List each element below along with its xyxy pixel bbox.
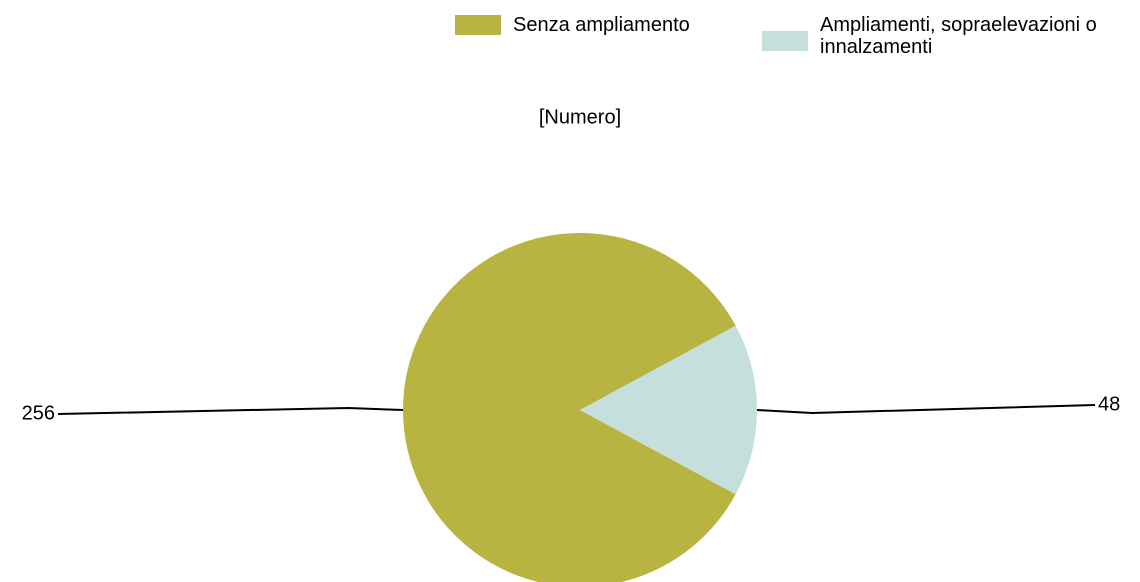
legend-swatch — [455, 15, 501, 35]
leader-line — [57, 406, 404, 415]
pie-slice — [403, 233, 736, 582]
data-label: 48 — [1098, 393, 1120, 415]
leader-line — [756, 404, 1096, 415]
legend-label: Ampliamenti, sopraelevazioni o innalzame… — [820, 14, 1097, 58]
chart-subtitle: [Numero] — [539, 106, 621, 128]
data-label: 256 — [22, 402, 55, 424]
pie-slice — [580, 325, 758, 495]
legend-label: Senza ampliamento — [513, 14, 690, 36]
legend-swatch — [762, 31, 808, 51]
